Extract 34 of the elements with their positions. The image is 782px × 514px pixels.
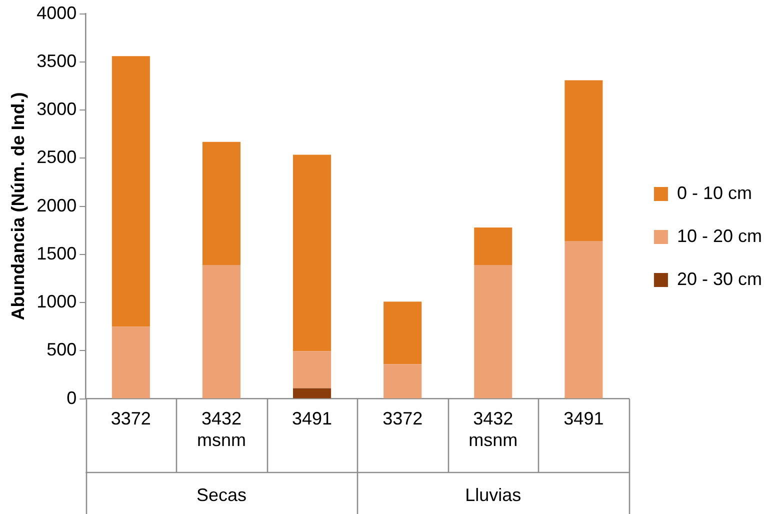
x-tick-label: 3491 — [292, 408, 332, 429]
x-tick-label: 3491 — [564, 408, 604, 429]
bar — [112, 56, 150, 327]
bar — [564, 240, 603, 398]
bar — [384, 364, 422, 398]
y-tick-label: 4000 — [36, 2, 77, 23]
bar — [474, 265, 512, 398]
bar — [112, 326, 150, 398]
y-tick-label: 1500 — [36, 243, 77, 264]
x-tick-label: 3432 msnm — [468, 408, 518, 450]
x-tick-label: 3372 — [110, 408, 151, 429]
y-tick-label: 2000 — [36, 195, 77, 216]
legend-label: 20 - 30 cm — [676, 268, 762, 289]
y-tick-label: 500 — [46, 340, 77, 360]
bar — [474, 227, 512, 266]
text: Secas — [196, 484, 246, 505]
bar — [384, 302, 422, 364]
legend-label: 10 - 20 cm — [676, 226, 762, 246]
y-tick-label: 1000 — [36, 292, 77, 312]
y-axis-title: Abundancia (Núm. de Ind.) — [8, 92, 28, 320]
bar — [202, 142, 240, 266]
bar — [202, 265, 240, 398]
y-tick-label: 0 — [66, 388, 77, 408]
y-tick-label: 2500 — [36, 147, 77, 168]
bar — [293, 388, 332, 398]
y-tick-label: 3000 — [36, 99, 77, 120]
x-tick-label: 3372 — [382, 408, 423, 429]
legend-label: 0 - 10 cm — [676, 182, 752, 203]
y-tick-label: 3500 — [36, 50, 77, 71]
text: Lluvias — [465, 484, 522, 505]
bar — [293, 351, 332, 388]
bar — [293, 154, 332, 352]
bar — [564, 80, 603, 241]
x-tick-label: 3432 msnm — [196, 408, 246, 450]
